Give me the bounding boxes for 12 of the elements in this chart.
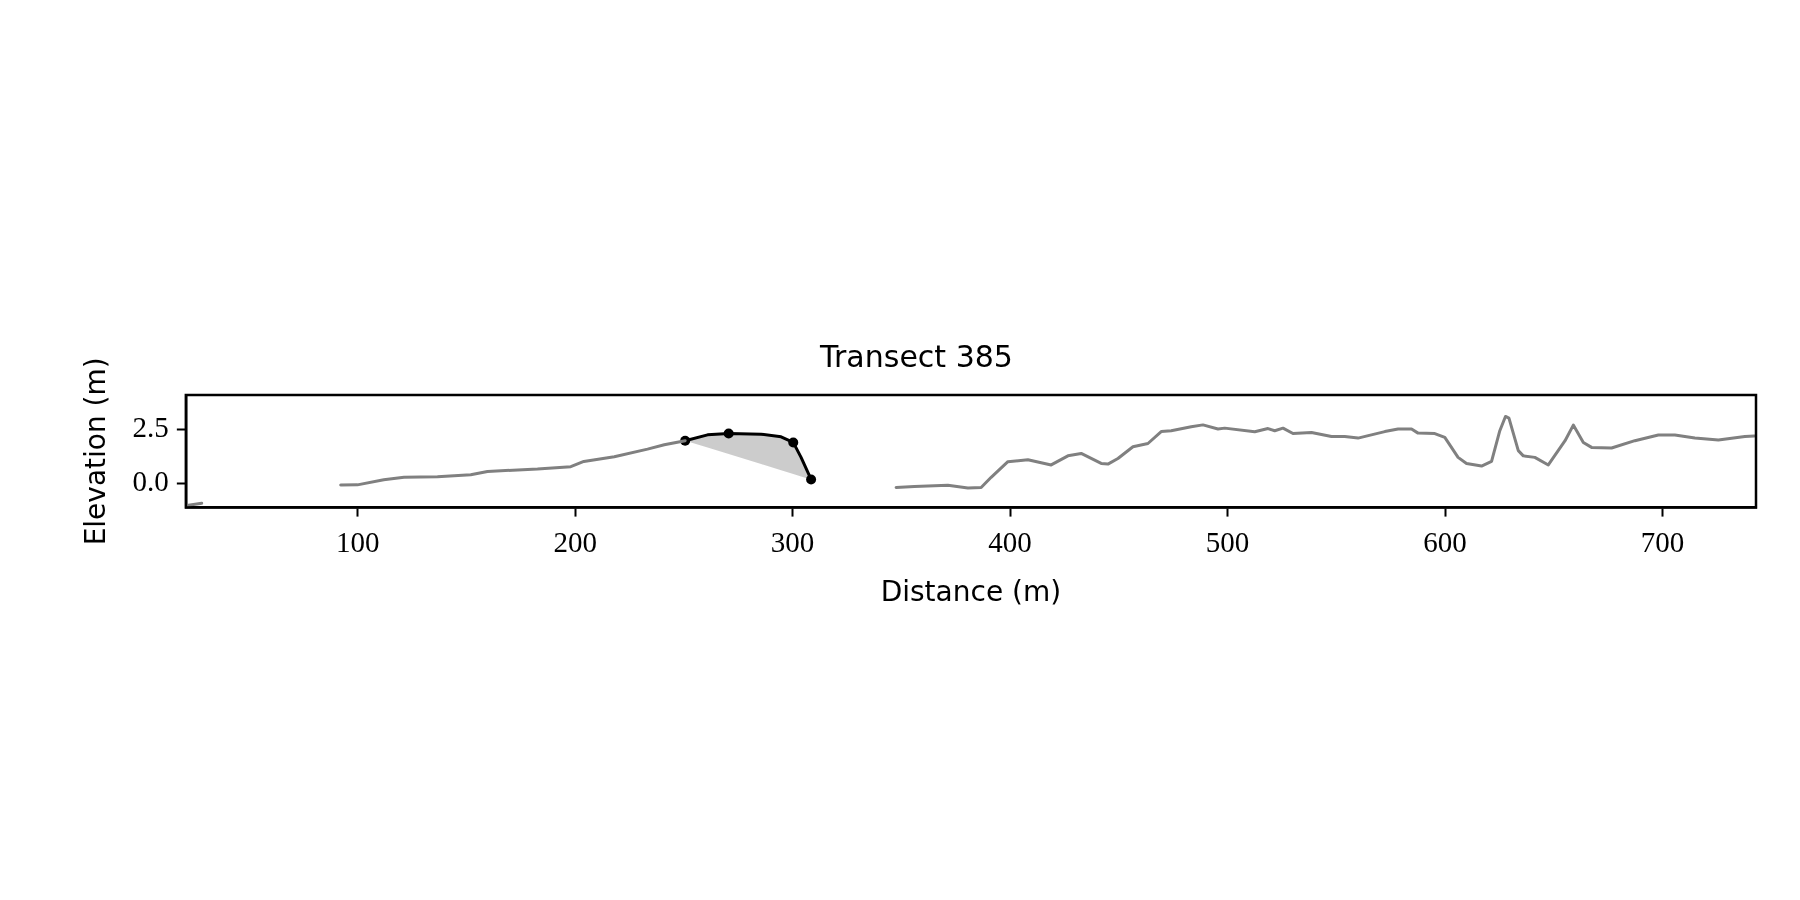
x-axis-title: Distance (m) [880,575,1062,609]
x-tick-label: 200 [553,525,597,558]
x-tick-label: 500 [1205,525,1250,558]
chart-title: Transect 385 [819,338,1013,374]
x-tick-label: 600 [1423,525,1467,558]
y-axis-title: Elevation (m) [79,357,113,546]
y-tick-label: 2.5 [132,411,169,444]
x-tick-label: 100 [335,525,380,558]
y-tick-label: 0.0 [132,465,169,498]
x-tick-label: 400 [988,525,1032,558]
x-tick-label: 700 [1640,525,1685,558]
x-tick-label: 300 [770,525,815,558]
